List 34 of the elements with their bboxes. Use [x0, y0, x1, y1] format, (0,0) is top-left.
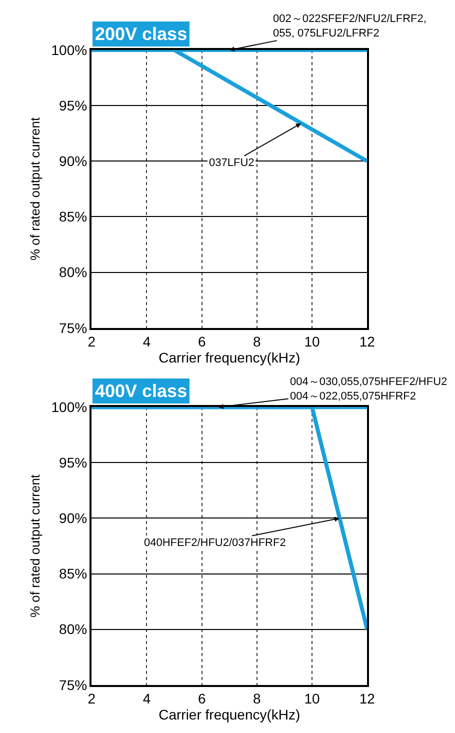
chart-title: 200V class: [95, 24, 188, 44]
x-tick-label: 2: [88, 690, 96, 706]
y-tick-label: 80%: [59, 264, 88, 280]
x-tick-label: 12: [359, 333, 376, 350]
y-tick-label: 85%: [59, 566, 88, 582]
annotation: 004～030,055,075HFEF2/HFU2 004～022,055,075HFRF2: [290, 376, 448, 402]
y-tick-label: 100%: [51, 398, 88, 415]
x-tick-label: 4: [142, 690, 151, 706]
y-axis-title: % of rated output current: [28, 117, 43, 261]
x-tick-label: 8: [253, 690, 262, 706]
x-axis-title: Carrier frequency(kHz): [158, 349, 300, 366]
chart-title: 400V class: [95, 381, 188, 401]
x-tick-label: 8: [253, 333, 262, 350]
x-tick-label: 6: [198, 333, 206, 350]
x-tick-label: 2: [88, 333, 96, 350]
y-tick-label: 85%: [59, 208, 88, 225]
annotation: 037LFU2: [209, 157, 254, 169]
y-tick-label: 75%: [59, 320, 88, 336]
y-tick-label: 100%: [51, 42, 88, 58]
y-tick-label: 80%: [59, 621, 88, 638]
y-axis-title: % of rated output current: [28, 474, 43, 618]
x-tick-label: 4: [142, 333, 151, 350]
x-tick-label: 12: [359, 690, 376, 706]
x-tick-label: 6: [198, 690, 206, 706]
annotation: 002～022SFEF2/NFU2/LFRF2, 055, 075LFU2/LFRF2: [273, 13, 426, 40]
x-tick-label: 10: [304, 690, 320, 706]
x-axis-title: Carrier frequency(kHz): [158, 706, 300, 722]
annotation: 040HFEF2/HFU2/037HFRF2: [144, 537, 286, 549]
y-tick-label: 90%: [59, 510, 88, 526]
x-tick-label: 10: [304, 333, 320, 350]
y-tick-label: 95%: [59, 98, 88, 114]
y-tick-label: 95%: [59, 454, 88, 471]
y-tick-label: 75%: [59, 676, 88, 693]
y-tick-label: 90%: [59, 153, 88, 170]
